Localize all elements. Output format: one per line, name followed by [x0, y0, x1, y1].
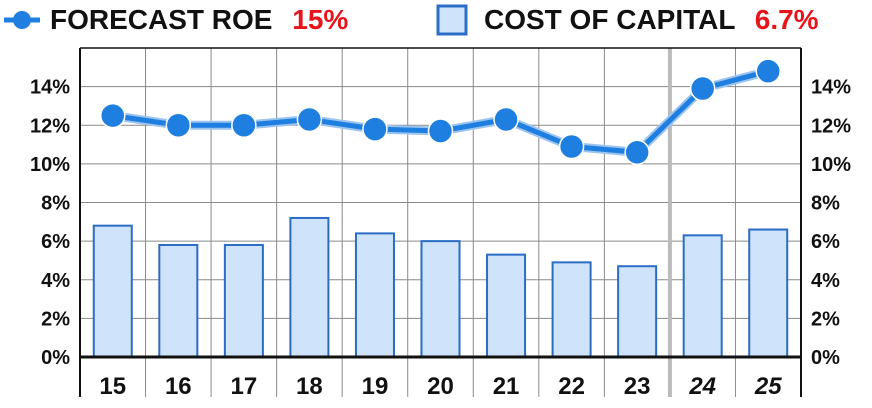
- y-tick-label-right: 8%: [811, 193, 840, 215]
- y-tick-label-left: 12%: [30, 115, 70, 137]
- y-tick-label-left: 4%: [41, 270, 70, 292]
- roe-legend: FORECAST ROE 15%: [50, 2, 348, 38]
- x-tick-label: 17: [231, 373, 258, 400]
- coc-legend-value: 6.7%: [754, 4, 819, 35]
- roe-point: [100, 102, 126, 129]
- roe-point: [231, 112, 257, 138]
- y-tick-label-right: 10%: [811, 154, 851, 176]
- y-tick-label-left: 10%: [30, 154, 70, 176]
- y-tick-label-right: 2%: [811, 308, 840, 330]
- cost-of-capital-bar: [551, 261, 592, 358]
- roe-legend-label: FORECAST ROE: [50, 4, 273, 35]
- roe-point: [165, 112, 192, 138]
- x-tick-label: 18: [296, 373, 323, 400]
- cost-of-capital-bar: [748, 228, 789, 359]
- x-tick-label: 20: [427, 373, 454, 400]
- cost-of-capital-bar: [158, 243, 199, 358]
- roe-point: [558, 133, 585, 160]
- coc-legend-swatch-icon: [436, 4, 468, 36]
- y-tick-label-left: 14%: [30, 77, 70, 99]
- cost-of-capital-bar: [92, 224, 133, 358]
- y-tick-label-left: 0%: [41, 347, 70, 369]
- roe-legend-marker-icon: [4, 11, 40, 29]
- cost-of-capital-bar: [354, 232, 395, 358]
- legend: FORECAST ROE 15% COST OF CAPITAL 6.7%: [0, 0, 872, 40]
- x-tick-label: 24: [688, 373, 716, 400]
- x-tick-label: 23: [624, 373, 651, 400]
- roe-point: [624, 139, 650, 166]
- cost-of-capital-bar: [420, 240, 461, 358]
- y-tick-label-left: 8%: [41, 193, 70, 215]
- x-tick-label: 22: [558, 373, 585, 400]
- cost-of-capital-bar: [617, 265, 658, 359]
- x-tick-label: 19: [362, 373, 389, 400]
- roe-point: [755, 58, 781, 84]
- y-tick-label-left: 2%: [41, 308, 70, 330]
- y-tick-label-right: 0%: [811, 347, 840, 369]
- y-tick-label-right: 14%: [811, 77, 851, 99]
- roe-point: [689, 75, 716, 102]
- coc-legend: COST OF CAPITAL 6.7%: [484, 2, 819, 38]
- roe-point: [493, 106, 519, 133]
- cost-of-capital-bar: [486, 253, 527, 358]
- roe-point: [427, 118, 454, 144]
- x-tick-label: 21: [493, 373, 520, 400]
- x-tick-label: 15: [99, 373, 126, 400]
- x-tick-label: 25: [754, 373, 782, 400]
- y-tick-label-right: 6%: [811, 231, 840, 253]
- coc-legend-label: COST OF CAPITAL: [484, 4, 735, 35]
- y-tick-label-right: 12%: [811, 115, 851, 137]
- roe-legend-value: 15%: [292, 4, 349, 35]
- cost-of-capital-bar: [289, 216, 330, 358]
- cost-of-capital-bar: [682, 234, 723, 358]
- x-tick-label: 16: [165, 373, 192, 400]
- y-tick-label-right: 4%: [811, 270, 840, 292]
- cost-of-capital-bar: [223, 243, 264, 358]
- roe-point: [296, 106, 323, 133]
- roe-point: [362, 116, 388, 142]
- y-tick-label-left: 6%: [41, 231, 70, 253]
